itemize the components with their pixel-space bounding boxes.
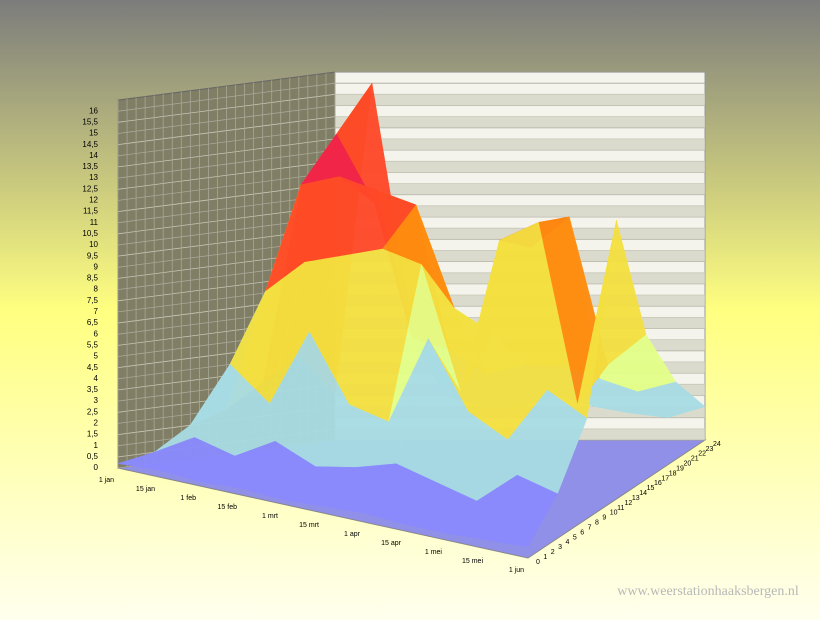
x-tick-label: 1 apr	[344, 531, 361, 538]
hour-tick-label: 3	[558, 544, 562, 551]
wall-band	[335, 205, 705, 217]
hour-tick-label: 0	[536, 559, 540, 566]
z-tick-label: 6,5	[87, 318, 99, 327]
hour-tick-label: 14	[639, 490, 647, 497]
hour-tick-label: 11	[617, 505, 624, 512]
hour-tick-label: 5	[573, 534, 577, 541]
x-tick-label: 1 jan	[99, 477, 114, 484]
hour-tick-label: 8	[595, 520, 599, 527]
z-tick-label: 4	[94, 374, 99, 383]
wall-band	[335, 138, 705, 151]
z-tick-label: 0	[94, 463, 99, 472]
z-tick-label: 6	[94, 329, 99, 338]
hour-tick-label: 15	[647, 485, 655, 492]
x-tick-label: 15 jan	[136, 486, 155, 493]
hour-tick-label: 13	[632, 495, 640, 502]
x-tick-label: 1 mei	[425, 549, 443, 556]
x-tick-label: 15 apr	[381, 540, 402, 547]
z-tick-label: 15,5	[82, 117, 98, 126]
z-tick-label: 8	[94, 285, 99, 294]
z-tick-label: 2,5	[87, 407, 99, 416]
x-tick-label: 1 jun	[509, 567, 524, 574]
z-tick-label: 12,5	[82, 184, 98, 193]
x-tick-label: 15 feb	[218, 504, 238, 511]
x-tick-label: 15 mei	[462, 558, 483, 565]
z-tick-label: 11	[90, 218, 99, 227]
z-tick-label: 11,5	[83, 207, 99, 216]
z-tick-label: 14	[89, 151, 98, 160]
wall-band	[335, 94, 705, 106]
hour-tick-label: 9	[602, 515, 606, 522]
hour-tick-label: 24	[713, 441, 721, 448]
z-tick-label: 10,5	[82, 229, 98, 238]
wall-band	[335, 161, 705, 173]
z-tick-label: 7,5	[87, 296, 99, 305]
z-tick-label: 12	[89, 196, 98, 205]
hour-tick-label: 17	[661, 475, 669, 482]
hour-tick-label: 6	[580, 529, 584, 536]
z-tick-label: 7	[94, 307, 99, 316]
wall-band	[335, 116, 705, 128]
z-tick-label: 8,5	[87, 274, 99, 283]
z-tick-label: 5	[94, 352, 99, 361]
hour-tick-label: 7	[588, 524, 592, 531]
hour-tick-label: 19	[676, 465, 684, 472]
x-tick-label: 1 feb	[180, 495, 196, 502]
z-tick-label: 3	[94, 396, 99, 405]
z-tick-label: 13,5	[82, 162, 98, 171]
z-tick-label: 4,5	[87, 363, 99, 372]
x-tick-label: 15 mrt	[299, 522, 319, 529]
x-tick-label: 1 mrt	[262, 513, 278, 520]
watermark: www.weerstationhaaksbergen.nl	[617, 584, 799, 599]
z-tick-label: 0,5	[87, 452, 99, 461]
z-tick-label: 3,5	[87, 385, 99, 394]
hour-tick-label: 4	[566, 539, 570, 546]
z-tick-label: 15	[89, 129, 98, 138]
z-tick-label: 13	[89, 173, 98, 182]
surface-cell	[486, 474, 558, 548]
hour-tick-label: 20	[684, 461, 692, 468]
z-tick-label: 1	[94, 441, 99, 450]
hour-tick-label: 12	[625, 500, 633, 507]
hour-tick-label: 23	[706, 446, 714, 453]
hour-tick-label: 21	[691, 456, 699, 463]
hour-tick-label: 1	[543, 554, 547, 561]
wall-band	[335, 183, 705, 195]
z-tick-label: 5,5	[87, 340, 99, 349]
z-tick-label: 1,5	[87, 430, 99, 439]
hour-tick-label: 2	[551, 549, 555, 556]
z-tick-label: 16	[89, 106, 98, 115]
hour-tick-label: 16	[654, 480, 662, 487]
hour-tick-label: 10	[610, 510, 618, 517]
z-tick-label: 9	[94, 262, 99, 271]
z-tick-label: 10	[89, 240, 98, 249]
hour-tick-label: 22	[698, 451, 706, 458]
hour-tick-label: 18	[669, 470, 677, 477]
z-tick-label: 2	[94, 419, 99, 428]
z-tick-label: 14,5	[82, 140, 98, 149]
z-tick-label: 9,5	[87, 251, 99, 260]
